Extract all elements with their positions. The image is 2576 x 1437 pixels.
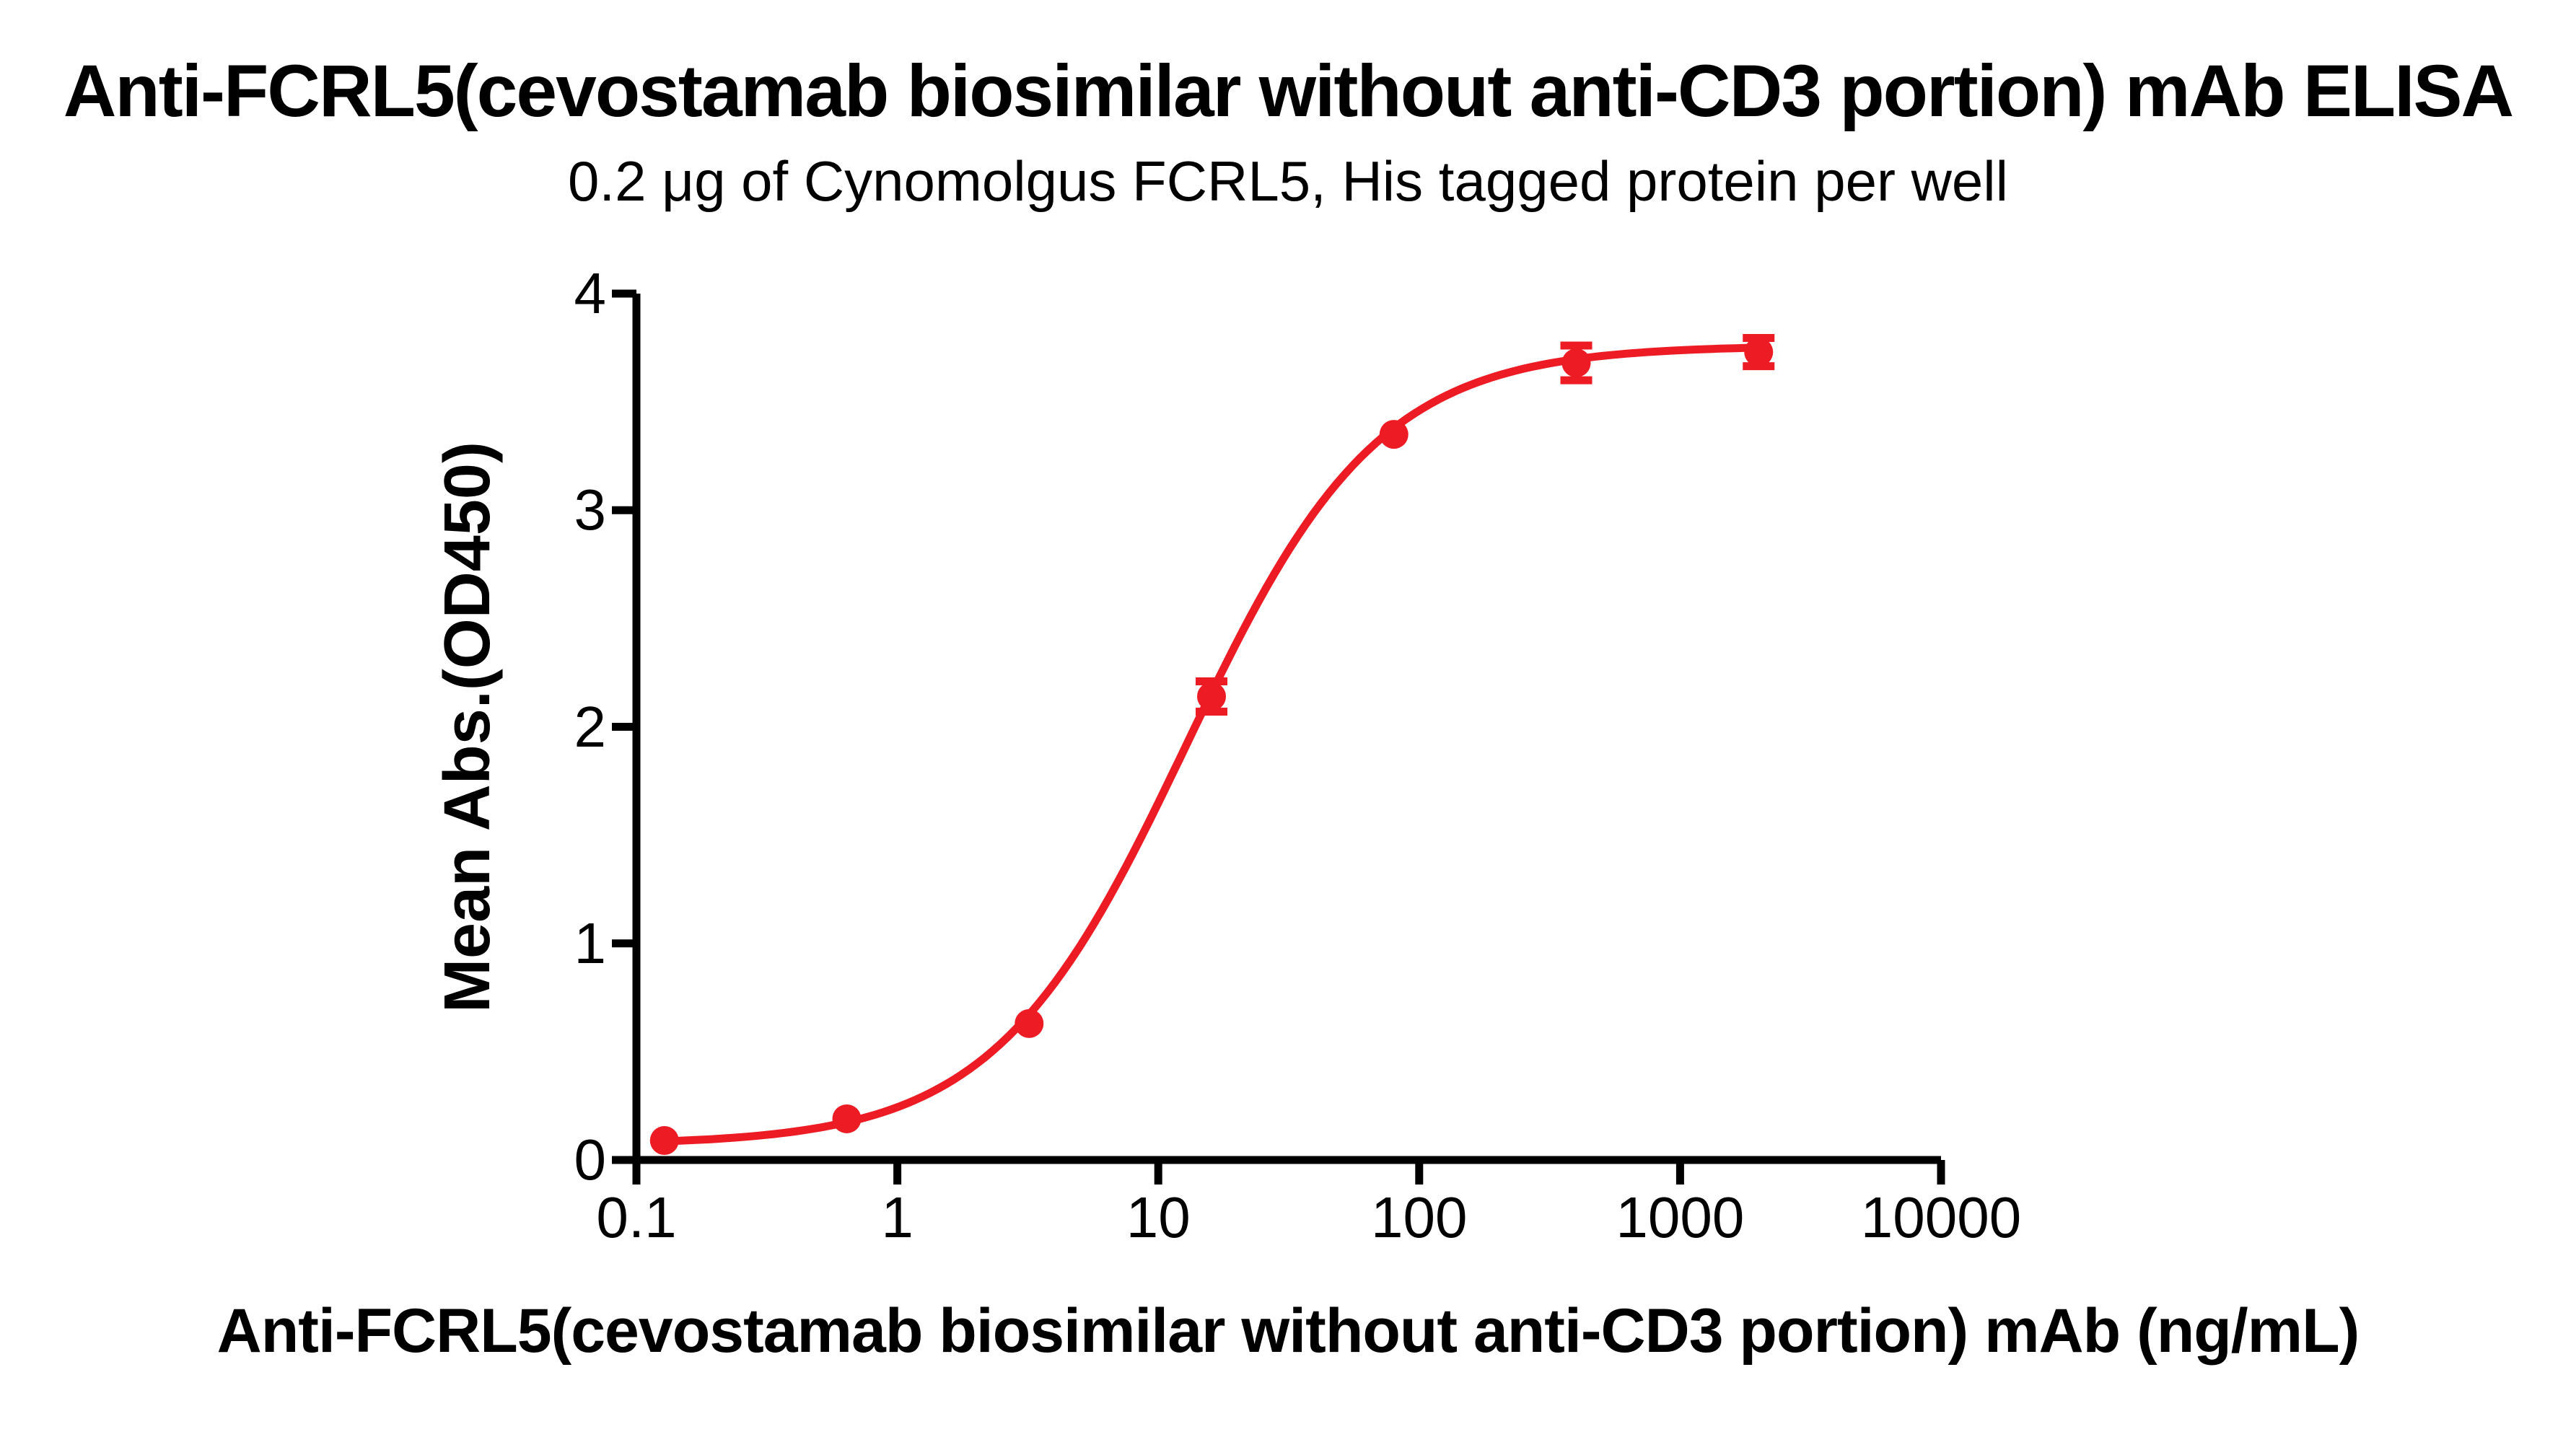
data-point: [1015, 1008, 1044, 1038]
data-point: [1379, 420, 1409, 449]
x-tick-label: 0.1: [596, 1185, 677, 1249]
data-point: [832, 1104, 862, 1133]
x-tick-label: 10: [1126, 1185, 1191, 1249]
x-axis-label: Anti-FCRL5(cevostamab biosimilar without…: [216, 1296, 2360, 1366]
y-tick-label: 0: [574, 1128, 607, 1192]
y-tick-label: 2: [574, 694, 607, 759]
fit-curve: [660, 343, 1763, 1146]
y-tick-label: 4: [574, 261, 607, 325]
data-point: [1744, 338, 1774, 367]
chart-title: Anti-FCRL5(cevostamab biosimilar without…: [63, 50, 2514, 132]
x-tick-label: 1000: [1616, 1185, 1745, 1249]
x-tick-label: 100: [1371, 1185, 1468, 1249]
data-point: [1197, 682, 1227, 711]
y-tick-label: 3: [574, 478, 607, 542]
chart-subtitle: 0.2 μg of Cynomolgus FCRL5, His tagged p…: [568, 149, 2008, 213]
x-tick-label: 10000: [1860, 1185, 2022, 1249]
data-point: [1561, 348, 1591, 378]
data-point: [649, 1125, 679, 1155]
y-tick-label: 1: [574, 910, 607, 975]
x-tick-label: 1: [881, 1185, 914, 1249]
